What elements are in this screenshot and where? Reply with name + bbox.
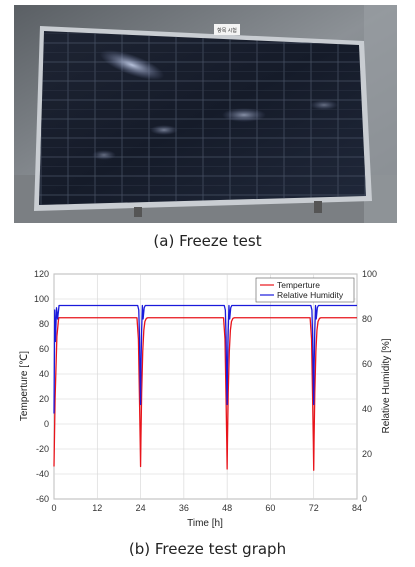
y-left-tick-label: 60: [39, 344, 49, 354]
legend-humidity-label: Relative Humidity: [277, 290, 344, 300]
x-tick-label: 36: [179, 503, 189, 513]
x-tick-label: 0: [51, 503, 56, 513]
legend-temperature-label: Temperture: [277, 280, 320, 290]
solar-panel: [34, 26, 372, 211]
panel-stand-right: [314, 201, 322, 213]
y-left-tick-labels: -60 -40 -20 0 20 40 60 80 100 120: [34, 269, 49, 504]
x-tick-label: 24: [136, 503, 146, 513]
x-tick-label: 84: [352, 503, 362, 513]
y-right-tick-label: 100: [362, 269, 377, 279]
y-right-tick-label: 0: [362, 494, 367, 504]
series-humidity-line: [53, 304, 357, 414]
series-layer: [53, 304, 357, 471]
panel-sign-text: 항목 시험: [217, 27, 237, 34]
x-tick-label: 12: [92, 503, 102, 513]
caption-freeze-test: (a) Freeze test: [153, 232, 262, 250]
y-right-tick-labels: 0 20 40 60 80 100: [362, 269, 377, 504]
plot-area: [53, 273, 358, 500]
x-tick-labels: 0 12 24 36 48 60 72 84: [51, 503, 362, 513]
y-right-axis-title: Relative Humidity [%]: [381, 338, 392, 433]
y-left-tick-label: 80: [39, 319, 49, 329]
panel-stand-left: [134, 207, 142, 217]
y-right-tick-label: 40: [362, 404, 372, 414]
x-tick-label: 60: [265, 503, 275, 513]
y-left-tick-label: 0: [44, 419, 49, 429]
caption-freeze-test-graph: (b) Freeze test graph: [128, 540, 287, 558]
y-right-tick-label: 80: [362, 314, 372, 324]
y-left-tick-label: 40: [39, 369, 49, 379]
y-left-tick-label: -40: [36, 469, 49, 479]
y-left-tick-label: -20: [36, 444, 49, 454]
y-right-tick-label: 60: [362, 359, 372, 369]
y-left-tick-label: 20: [39, 394, 49, 404]
y-left-tick-label: 100: [34, 294, 49, 304]
y-left-tick-label: -60: [36, 494, 49, 504]
series-temperature-line: [53, 317, 357, 471]
legend-box: [255, 277, 355, 303]
y-left-tick-label: 120: [34, 269, 49, 279]
y-left-axis-title: Temperture [℃]: [19, 351, 30, 421]
legend: Temperture Relative Humidity: [255, 277, 355, 303]
x-tick-label: 48: [222, 503, 232, 513]
solar-panel-photo: 항목 시험: [14, 5, 397, 223]
freeze-test-chart: 0 12 24 36 48 60 72 84 -60 -40 -20 0 20 40 60 80 100 120…: [19, 269, 392, 529]
x-axis-title: Time [h]: [187, 518, 223, 529]
panel-sign: 항목 시험: [214, 24, 240, 35]
y-right-tick-label: 20: [362, 449, 372, 459]
x-tick-label: 72: [309, 503, 319, 513]
